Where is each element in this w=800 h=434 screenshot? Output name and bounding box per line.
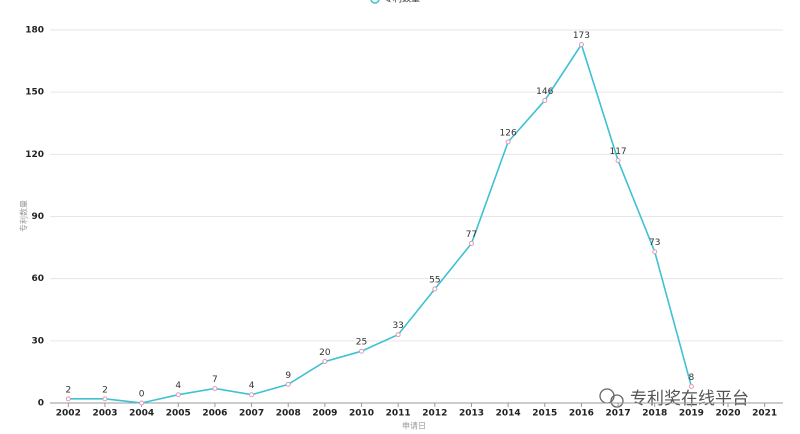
x-tick-label: 2017 (606, 409, 631, 419)
watermark-icon (610, 394, 624, 408)
x-tick-label: 2004 (129, 409, 154, 419)
x-tick-label: 2010 (349, 409, 374, 419)
x-tick-label: 2021 (752, 409, 777, 419)
value-label: 2 (65, 385, 71, 395)
y-tick-label: 90 (31, 212, 44, 222)
x-tick-label: 2003 (92, 409, 117, 419)
x-tick-label: 2009 (312, 409, 337, 419)
point (652, 249, 658, 255)
value-label: 0 (139, 390, 145, 400)
value-label: 7 (212, 375, 218, 385)
value-label: 73 (649, 238, 660, 248)
value-label: 117 (609, 147, 626, 157)
value-label: 55 (429, 276, 440, 286)
point (359, 348, 365, 354)
x-tick-label: 2006 (202, 409, 227, 419)
y-tick-label: 30 (31, 336, 44, 346)
x-tick-label: 2011 (386, 409, 411, 419)
value-label: 2 (102, 385, 108, 395)
y-tick-label: 0 (38, 399, 44, 409)
point (395, 332, 401, 338)
point (432, 286, 438, 292)
x-axis-title: 申请日 (402, 421, 426, 431)
point (578, 42, 584, 48)
watermark-icon (599, 388, 615, 404)
watermark-text: 专利奖在线平台 (630, 389, 749, 409)
value-label: 9 (285, 371, 291, 381)
value-label: 173 (573, 31, 590, 41)
value-label: 126 (500, 128, 517, 138)
point (542, 97, 548, 103)
point (468, 240, 474, 246)
y-tick-label: 60 (31, 274, 44, 284)
value-label: 146 (536, 87, 553, 97)
point (285, 381, 291, 387)
y-tick-label: 120 (25, 150, 44, 160)
x-tick-label: 2007 (239, 409, 264, 419)
value-label: 20 (319, 348, 331, 358)
x-tick-label: 2018 (642, 409, 667, 419)
x-tick-label: 2015 (532, 409, 557, 419)
legend-icon (370, 0, 380, 4)
value-label: 4 (249, 381, 255, 391)
x-tick-label: 2016 (569, 409, 594, 419)
series-line (68, 42, 693, 404)
y-tick-label: 150 (25, 88, 44, 98)
x-tick-label: 2008 (276, 409, 301, 419)
point (102, 396, 108, 402)
value-label: 4 (175, 381, 181, 391)
x-tick-label: 2012 (422, 409, 447, 419)
y-tick-label: 180 (25, 26, 44, 36)
x-tick-label: 2013 (459, 409, 484, 419)
value-label: 25 (356, 338, 367, 348)
x-tick-label: 2002 (56, 409, 81, 419)
x-tick-label: 2019 (679, 409, 704, 419)
legend-label: 专利数量 (384, 0, 420, 5)
y-axis-title: 专利数量 (19, 200, 29, 232)
point (175, 392, 181, 398)
value-label: 77 (466, 230, 477, 240)
point (249, 392, 255, 398)
point (688, 383, 694, 389)
x-tick-label: 2005 (166, 409, 191, 419)
value-label: 8 (689, 373, 695, 383)
point (615, 158, 621, 164)
point (139, 400, 145, 406)
point (65, 396, 71, 402)
value-label: 33 (392, 321, 403, 331)
point (505, 139, 511, 145)
point (322, 359, 328, 365)
point (212, 385, 218, 391)
x-tick-label: 2020 (715, 409, 740, 419)
watermark: 专利奖在线平台 (599, 388, 749, 409)
x-tick-label: 2014 (496, 409, 521, 419)
